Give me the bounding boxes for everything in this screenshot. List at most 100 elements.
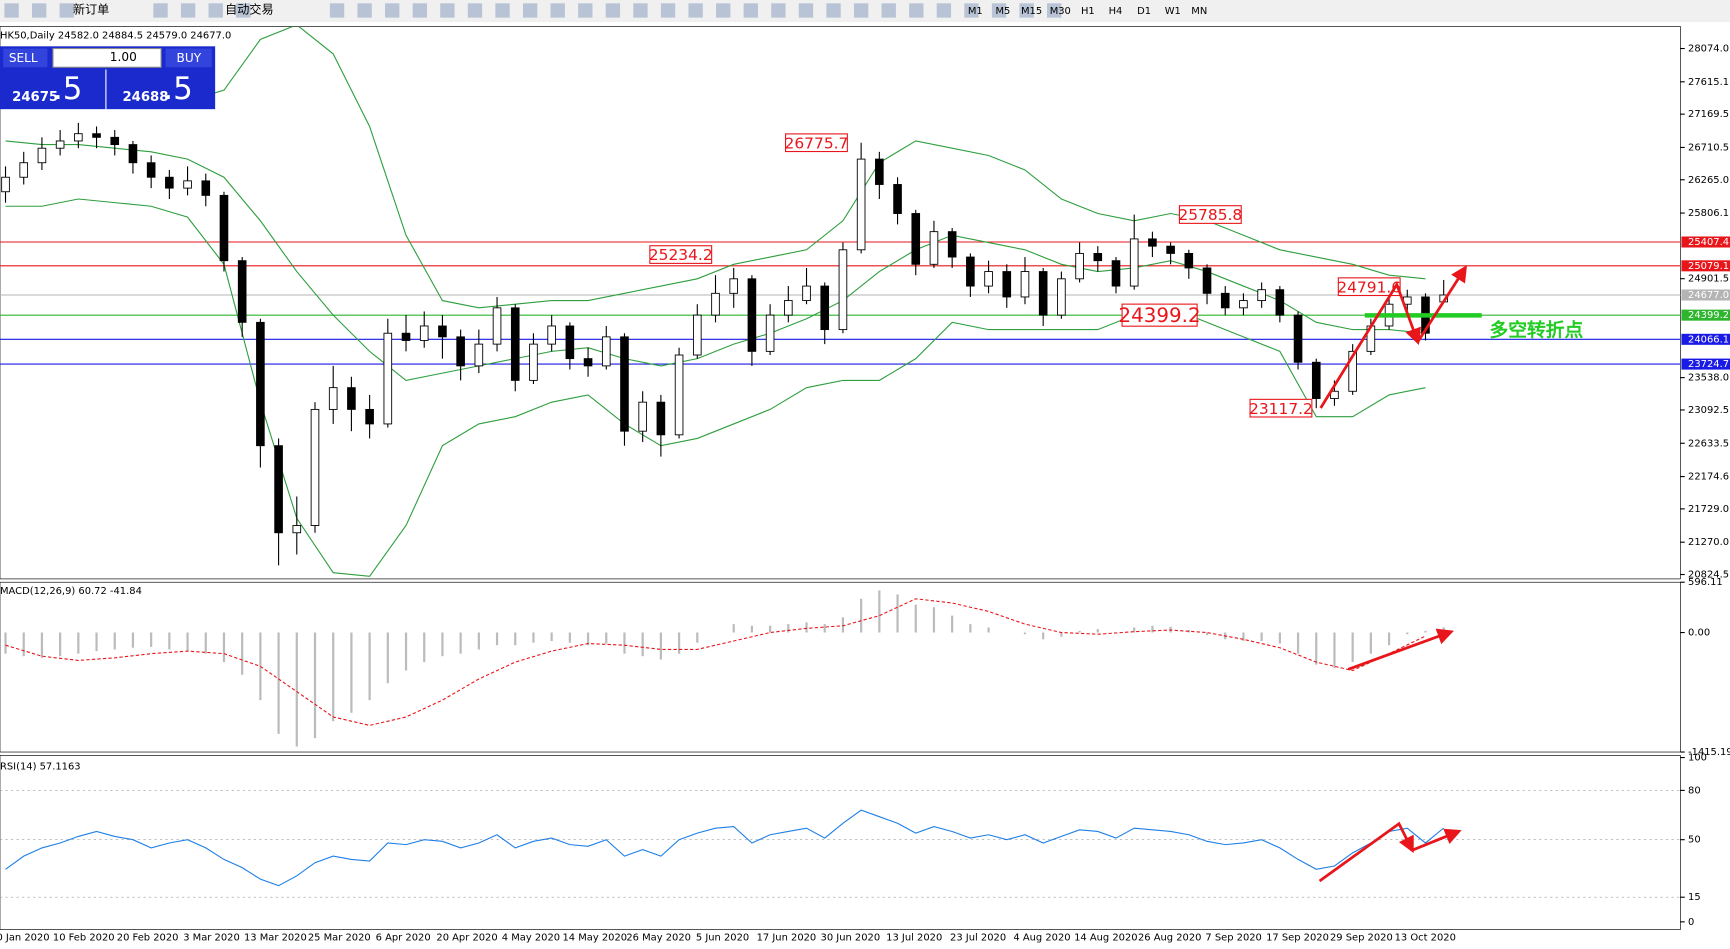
tool-icon [522,3,538,18]
tool-icon [236,3,251,18]
candle-body [1257,289,1266,302]
tool-icon [936,3,952,18]
timeframe[interactable]: W1 [1165,6,1181,17]
candle-body [1166,245,1175,254]
candle-body [984,271,993,287]
x-tick-label: 14 May 2020 [562,932,627,943]
candle-body [692,314,702,356]
panel-title: RSI(14) 57.1163 [0,761,81,772]
rsi-panel [0,755,1681,930]
level-tag [1681,309,1730,321]
x-tick-label: 26 Aug 2020 [1138,932,1201,943]
sell-button[interactable] [3,48,48,68]
candle-body [856,158,866,251]
candle-body [784,300,793,316]
x-tick-label: 13 Mar 2020 [244,932,307,943]
annotation-box [1178,205,1242,224]
y-tick-label: 0 [1688,917,1694,928]
y-tick-label: 27169.5 [1688,109,1729,120]
candle-body [601,336,611,367]
annotation-box [785,133,848,153]
candle-body [875,158,884,185]
tool-icon [208,3,223,18]
candle-body [74,133,83,142]
timeframe[interactable]: M15 [1021,6,1042,17]
level-tag [1681,260,1730,272]
timeframe[interactable]: H1 [1081,6,1095,17]
tool-icon [660,3,676,18]
band-mid [5,140,1426,381]
y-tick-label: 24901.5 [1688,274,1729,285]
macd-panel [0,581,1681,753]
candle-body [492,307,502,345]
y-tick-label: 21729.0 [1688,504,1729,515]
y-tick-label: 0.00 [1688,628,1710,639]
timeframe[interactable]: M5 [995,6,1010,17]
candle-body [1311,361,1321,399]
level-label: 23724.7 [1688,359,1729,370]
candle-body [219,194,229,262]
buy-label: BUY [177,51,202,65]
candle-body [1239,300,1248,309]
signal-line [5,598,1426,726]
level-label: 24066.1 [1688,334,1729,345]
tool-icon [1019,3,1034,18]
candle-body [838,249,848,331]
timeframe[interactable]: M30 [1050,6,1071,17]
candle-body [1220,292,1230,309]
toolbar-button[interactable]: 新订单 [73,1,109,16]
toolbar-button[interactable]: 自动交易 [225,1,274,16]
timeframe[interactable]: H4 [1109,6,1123,17]
candle-body [547,325,556,345]
annotation-box [1121,303,1198,327]
candle-body [1075,252,1084,280]
level-label: 24399.2 [1688,310,1729,321]
tool-icon [881,3,896,18]
candle-body [165,176,174,189]
x-tick-label: 29 Sep 2020 [1330,932,1393,943]
x-tick-label: 3 Mar 2020 [183,932,240,943]
tool-icon [1047,3,1062,18]
x-tick-label: 4 Aug 2020 [1013,932,1070,943]
candle-body [529,343,538,381]
x-tick-label: 7 Sep 2020 [1205,932,1262,943]
timeframe[interactable]: D1 [1137,6,1151,17]
panel-title: MACD(12,26,9) 60.72 -41.84 [0,586,142,597]
candle-body [237,260,247,323]
buy-button[interactable] [165,48,212,68]
y-tick-label: 26710.5 [1688,142,1729,153]
y-tick-label: 100 [1688,753,1707,764]
timeframe[interactable]: MN [1191,6,1207,17]
timeframe[interactable]: M1 [968,6,983,17]
level-label: 25407.4 [1688,237,1729,248]
y-tick-label: 25806.1 [1688,208,1729,219]
tool-icon [688,3,703,18]
tool-icon [633,3,648,18]
tool-icon [357,3,372,18]
y-tick-label: 28074.0 [1688,44,1729,55]
lot-input[interactable] [52,47,162,68]
y-tick-label: 23092.5 [1688,405,1729,416]
candle-body [711,292,720,316]
level-tag [1681,289,1730,301]
candle-body [802,285,811,302]
sell-label: SELL [9,51,38,65]
candle-body [1148,238,1157,247]
candle-body [456,336,465,367]
tool-icon [716,3,731,18]
candle-body [966,256,975,287]
tool-icon [826,3,841,18]
x-tick-label: 13 Jul 2020 [886,932,942,943]
rsi-line [5,809,1445,887]
tool-icon [329,3,345,18]
candle-body [383,332,393,425]
candle-body [1330,390,1339,399]
candle-body [947,231,957,258]
tool-icon [440,3,455,18]
annotation-box [1249,398,1313,418]
candle-body [1275,289,1285,316]
annotation: 23117.2 [1249,400,1313,418]
tool-icon [31,3,47,18]
candle-body [893,184,902,214]
